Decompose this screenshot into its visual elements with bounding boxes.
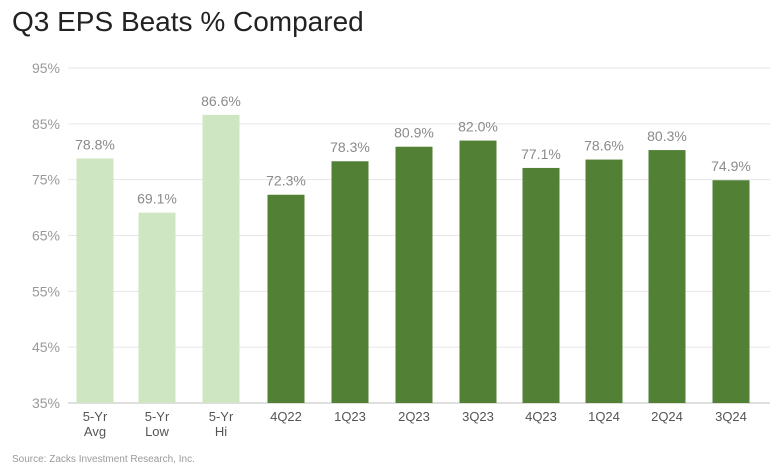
y-tick-label: 55% [32, 283, 60, 299]
x-tick-label: Low [145, 424, 169, 439]
x-tick-label: 2Q23 [398, 409, 430, 424]
x-tick-label: 5-Yr [145, 409, 170, 424]
x-tick-label: Hi [215, 424, 227, 439]
bar [331, 161, 369, 403]
bar [138, 212, 176, 403]
bar [712, 180, 750, 403]
data-label: 82.0% [458, 119, 498, 135]
data-label: 78.8% [75, 136, 115, 152]
bar [202, 114, 240, 404]
data-label: 80.3% [647, 128, 687, 144]
y-tick-label: 65% [32, 228, 60, 244]
data-label: 72.3% [266, 173, 306, 189]
x-tick-label: 3Q24 [715, 409, 747, 424]
data-label: 78.3% [330, 139, 370, 155]
data-label: 78.6% [584, 138, 624, 154]
x-tick-label: 5-Yr [209, 409, 234, 424]
source-note: Source: Zacks Investment Research, Inc. [12, 454, 195, 465]
y-tick-label: 85% [32, 116, 60, 132]
chart-title: Q3 EPS Beats % Compared [12, 6, 364, 37]
bar [395, 146, 433, 403]
bar [648, 150, 686, 403]
y-tick-label: 75% [32, 172, 60, 188]
y-axis-ticks: 35% 45% 55% 65% 75% 85% 95% [32, 60, 60, 411]
x-tick-label: 3Q23 [462, 409, 494, 424]
x-tick-label: Avg [84, 424, 106, 439]
bar [522, 167, 560, 403]
y-tick-label: 45% [32, 339, 60, 355]
x-tick-label: 4Q22 [270, 409, 302, 424]
x-tick-label: 1Q24 [588, 409, 620, 424]
data-label: 86.6% [201, 93, 241, 109]
x-tick-label: 1Q23 [334, 409, 366, 424]
bar [459, 140, 497, 404]
data-labels: 78.8% 69.1% 86.6% 72.3% 78.3% 80.9% 82.0% 77.1%… [75, 93, 751, 207]
data-label: 74.9% [711, 158, 751, 174]
bar [76, 158, 114, 403]
data-label: 77.1% [521, 146, 561, 162]
bar [585, 159, 623, 403]
bar [267, 194, 305, 403]
data-label: 80.9% [394, 125, 434, 141]
x-tick-label: 2Q24 [651, 409, 683, 424]
bars [76, 114, 750, 404]
y-tick-label: 95% [32, 60, 60, 76]
data-label: 69.1% [137, 191, 177, 207]
y-tick-label: 35% [32, 395, 60, 411]
x-tick-label: 4Q23 [525, 409, 557, 424]
x-tick-label: 5-Yr [83, 409, 108, 424]
